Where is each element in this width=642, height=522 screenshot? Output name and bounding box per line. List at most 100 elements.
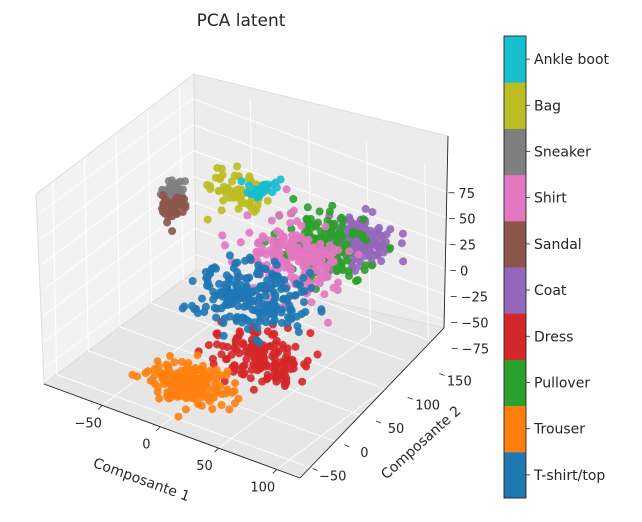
x-tick (272, 469, 278, 474)
data-point-pullover (337, 265, 346, 274)
colorbar: T-shirt/top Trouser Pullover Dress Coat Sanda… (503, 35, 610, 499)
data-point-shirt (288, 236, 297, 245)
data-point-sandal (168, 227, 177, 236)
data-point-trouser (158, 375, 167, 384)
data-point-dress (303, 356, 312, 365)
data-point-bag (213, 164, 222, 172)
data-point-t-shirt-top (243, 325, 252, 333)
data-point-dress (306, 329, 315, 338)
y-axis-label: Composante 2 (378, 403, 464, 483)
data-point-shirt (218, 231, 227, 240)
data-point-t-shirt-top (224, 300, 233, 309)
data-point-trouser (188, 366, 197, 375)
data-point-ankle-boot (276, 175, 285, 184)
data-point-trouser (234, 394, 243, 403)
data-point-shirt (302, 241, 311, 250)
data-point-shirt (267, 216, 276, 225)
data-point-trouser (227, 388, 236, 397)
colorbar-segment (504, 267, 526, 314)
data-point-pullover (330, 221, 339, 230)
scatter-points (128, 162, 408, 421)
data-point-trouser (164, 362, 173, 371)
data-point-pullover (360, 266, 369, 275)
data-point-t-shirt-top (210, 303, 219, 312)
data-point-trouser (144, 367, 153, 376)
data-point-shirt (236, 238, 245, 247)
data-point-t-shirt-top (198, 294, 206, 303)
data-point-trouser (225, 405, 234, 414)
data-point-bag (203, 215, 212, 224)
colorbar-label: Bag (534, 98, 561, 114)
colorbar-frame (503, 35, 527, 499)
z-gridline (40, 98, 449, 214)
data-point-coat (375, 230, 384, 239)
data-point-shirt (320, 290, 329, 299)
data-point-dress (262, 375, 271, 384)
data-point-dress (237, 369, 246, 378)
colorbar-segment (504, 313, 526, 360)
data-point-ankle-boot (260, 180, 269, 189)
data-point-t-shirt-top (193, 309, 202, 318)
data-point-pullover (303, 203, 312, 212)
data-point-dress (291, 342, 300, 351)
data-point-sneaker (176, 177, 185, 186)
data-point-sandal (173, 209, 181, 217)
data-point-dress (229, 367, 238, 376)
data-point-pullover (349, 230, 358, 239)
data-point-t-shirt-top (225, 251, 234, 260)
data-point-t-shirt-top (243, 287, 252, 295)
data-point-trouser (174, 412, 183, 421)
data-point-t-shirt-top (212, 313, 221, 322)
data-point-shirt (260, 234, 269, 243)
data-point-dress (223, 343, 232, 351)
data-point-trouser (166, 393, 175, 402)
data-point-t-shirt-top (317, 307, 326, 316)
data-point-trouser (203, 394, 212, 403)
y-gridline (52, 182, 313, 469)
data-point-t-shirt-top (234, 302, 243, 311)
data-point-t-shirt-top (215, 279, 224, 288)
data-point-t-shirt-top (268, 304, 277, 313)
data-point-bag (263, 196, 272, 205)
data-point-shirt (316, 272, 325, 281)
data-point-pullover (367, 261, 376, 270)
data-point-trouser (153, 357, 162, 366)
data-point-t-shirt-top (232, 317, 241, 326)
data-point-shirt (311, 247, 320, 256)
data-point-coat (398, 229, 407, 238)
colorbar-segment (504, 220, 526, 268)
data-point-dress (280, 382, 289, 390)
data-point-t-shirt-top (237, 281, 246, 289)
data-point-t-shirt-top (291, 291, 300, 300)
colorbar-segment (504, 82, 526, 129)
data-point-t-shirt-top (206, 269, 214, 278)
data-point-dress (204, 341, 213, 350)
data-point-trouser (128, 370, 137, 379)
y-tick-label: 50 (388, 422, 405, 437)
y-tick (344, 444, 350, 448)
colorbar-label: Pullover (534, 376, 590, 392)
y-gridline (115, 134, 377, 422)
axis-lines (43, 135, 449, 479)
data-point-t-shirt-top (203, 281, 211, 290)
data-point-ankle-boot (248, 189, 257, 198)
data-point-pullover (326, 228, 334, 237)
data-point-trouser (194, 378, 203, 387)
data-point-coat (397, 239, 406, 248)
data-point-dress (270, 360, 279, 368)
data-point-shirt (345, 247, 354, 256)
data-point-shirt (243, 211, 252, 220)
data-point-t-shirt-top (268, 280, 277, 289)
data-point-sneaker (167, 176, 176, 185)
data-point-ankle-boot (245, 181, 253, 190)
data-point-trouser (231, 379, 240, 388)
data-point-dress (266, 342, 275, 351)
data-point-t-shirt-top (222, 271, 231, 280)
colorbar-segment (504, 451, 526, 499)
data-point-t-shirt-top (209, 295, 218, 304)
data-point-pullover (344, 267, 353, 275)
data-point-dress (236, 329, 245, 338)
data-point-trouser (193, 351, 202, 360)
data-point-bag (214, 186, 223, 195)
colorbar-segment (504, 174, 526, 222)
